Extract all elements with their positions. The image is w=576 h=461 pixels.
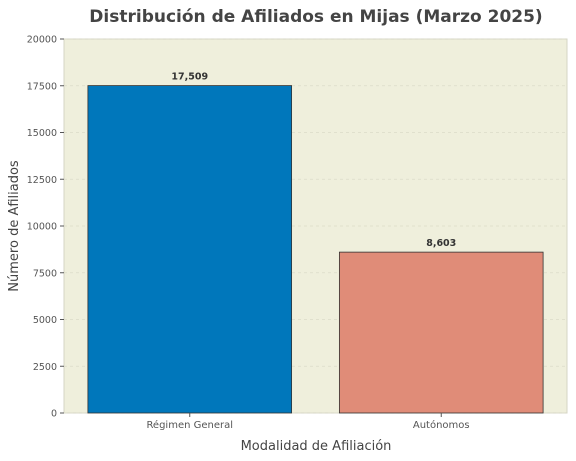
bar <box>338 251 544 414</box>
y-tick-label: 12500 <box>27 175 57 186</box>
y-axis-ticks: 0 2500 5000 7500 10000 12500 15000 17500 20000 <box>27 35 64 420</box>
bar-value-label: 8,603 <box>426 238 456 249</box>
y-tick-label: 5000 <box>33 315 57 326</box>
x-tick-label: Régimen General <box>146 419 233 431</box>
bar-value-label: 17,509 <box>171 72 208 83</box>
bar <box>87 85 293 414</box>
y-tick-label: 10000 <box>27 222 57 233</box>
x-axis-label: Modalidad de Afiliación <box>241 439 392 454</box>
y-axis-label: Número de Afiliados <box>7 160 22 292</box>
x-axis-ticks: Régimen General Autónomos <box>146 413 470 431</box>
x-tick-label: Autónomos <box>413 419 470 431</box>
y-tick-label: 2500 <box>33 362 57 373</box>
y-tick-label: 15000 <box>27 128 57 139</box>
y-tick-label: 7500 <box>33 268 57 279</box>
y-tick-label: 0 <box>51 409 57 420</box>
chart-title: Distribución de Afiliados en Mijas (Marz… <box>89 7 542 27</box>
y-tick-label: 17500 <box>27 81 57 92</box>
y-tick-label: 20000 <box>27 35 57 46</box>
bars: 17,509 8,603 <box>87 72 544 414</box>
